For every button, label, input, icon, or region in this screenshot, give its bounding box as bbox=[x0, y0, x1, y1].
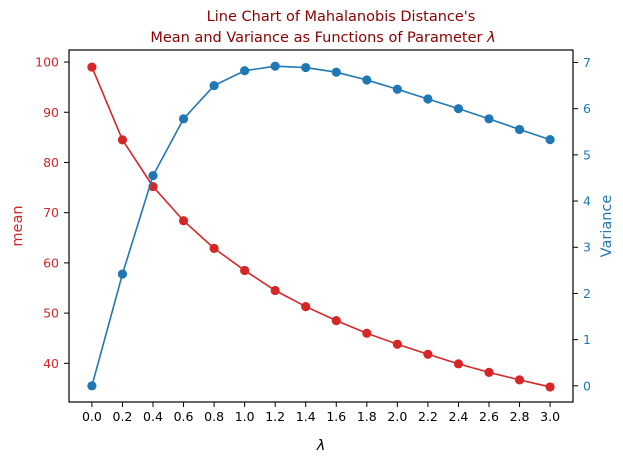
x-axis: 0.0 0.2 0.4 0.6 0.8 1.0 1.2 1.4 1.6 1.8 2.0 2.2 2.4 2… bbox=[82, 402, 560, 424]
right-y-tick-label: 7 bbox=[583, 55, 591, 70]
variance-data-point bbox=[117, 269, 128, 279]
mean-data-point bbox=[514, 375, 525, 385]
variance-data-point bbox=[362, 75, 372, 85]
variance-data-point bbox=[423, 94, 433, 104]
variance-data-point bbox=[301, 62, 311, 73]
variance-data-point bbox=[240, 66, 250, 76]
x-tick-label: 0.8 bbox=[204, 409, 224, 424]
variance-data-point bbox=[270, 61, 280, 71]
left-y-tick-label: 70 bbox=[43, 205, 59, 220]
x-axis-label: λ bbox=[316, 438, 326, 454]
mean-data-point bbox=[117, 135, 128, 145]
right-y-tick-label: 6 bbox=[583, 101, 591, 116]
variance-data-point bbox=[545, 135, 555, 145]
variance-data-point bbox=[484, 114, 494, 124]
x-tick-label: 2.2 bbox=[418, 409, 438, 424]
left-y-tick-label: 40 bbox=[43, 356, 59, 371]
x-tick-label: 0.4 bbox=[143, 409, 163, 424]
x-tick-label: 2.0 bbox=[387, 409, 407, 424]
chart-title-line-2: Mean and Variance as Functions of Parame… bbox=[150, 30, 495, 46]
left-y-axis-label: mean bbox=[10, 205, 26, 246]
variance-data-point bbox=[209, 80, 219, 91]
left-y-tick-label: 100 bbox=[35, 55, 59, 70]
right-y-axis-label: Variance bbox=[599, 195, 615, 258]
right-y-tick-label: 4 bbox=[583, 194, 591, 209]
x-tick-label: 1.0 bbox=[235, 409, 255, 424]
x-tick-label: 0.2 bbox=[113, 409, 133, 424]
variance-series-line bbox=[91, 65, 551, 387]
left-y-tick-label: 60 bbox=[43, 255, 59, 270]
mean-data-point bbox=[240, 265, 250, 276]
mean-series-line bbox=[91, 66, 551, 388]
variance-data-point bbox=[148, 171, 158, 181]
mean-data-point bbox=[453, 359, 464, 369]
variance-data-point bbox=[331, 67, 341, 77]
x-tick-label: 0.0 bbox=[82, 409, 102, 424]
right-y-tick-label: 2 bbox=[583, 286, 591, 301]
mean-data-point bbox=[362, 328, 372, 338]
right-y-tick-label: 1 bbox=[583, 332, 591, 347]
x-tick-label: 2.8 bbox=[510, 409, 530, 424]
mean-data-point bbox=[270, 285, 280, 296]
right-y-axis: 0 1 2 3 4 5 6 7 bbox=[573, 55, 591, 393]
mean-data-point bbox=[178, 216, 189, 226]
x-tick-label: 2.6 bbox=[479, 409, 499, 424]
variance-data-point bbox=[178, 114, 189, 124]
left-y-tick-label: 90 bbox=[43, 105, 59, 120]
right-y-tick-label: 3 bbox=[583, 240, 591, 255]
left-y-tick-label: 50 bbox=[43, 306, 59, 321]
x-tick-label: 0.6 bbox=[174, 409, 194, 424]
mean-data-point bbox=[209, 243, 219, 253]
mean-data-point bbox=[484, 367, 494, 377]
mean-data-point bbox=[301, 301, 311, 312]
right-y-tick-label: 5 bbox=[583, 147, 591, 162]
variance-data-point bbox=[453, 104, 464, 114]
chart-title-line-1: Line Chart of Mahalanobis Distance's bbox=[207, 9, 476, 25]
variance-data-point bbox=[87, 381, 97, 391]
series-layer bbox=[87, 61, 555, 392]
mean-data-point bbox=[392, 339, 402, 349]
mean-data-point bbox=[87, 62, 97, 72]
x-tick-label: 3.0 bbox=[540, 409, 560, 424]
x-tick-label: 1.6 bbox=[326, 409, 346, 424]
right-y-tick-label: 0 bbox=[583, 378, 591, 393]
mean-data-point bbox=[331, 316, 341, 326]
left-y-axis: 40 50 60 70 80 90 100 bbox=[35, 55, 69, 371]
left-y-tick-label: 80 bbox=[43, 155, 59, 170]
x-tick-label: 1.2 bbox=[265, 409, 285, 424]
x-tick-label: 1.4 bbox=[296, 409, 316, 424]
plot-area bbox=[68, 49, 574, 403]
variance-data-point bbox=[392, 84, 402, 94]
variance-data-point bbox=[514, 124, 525, 135]
mean-data-point bbox=[545, 382, 555, 392]
x-tick-label: 2.4 bbox=[449, 409, 469, 424]
x-tick-label: 1.8 bbox=[357, 409, 377, 424]
mean-data-point bbox=[423, 349, 433, 359]
